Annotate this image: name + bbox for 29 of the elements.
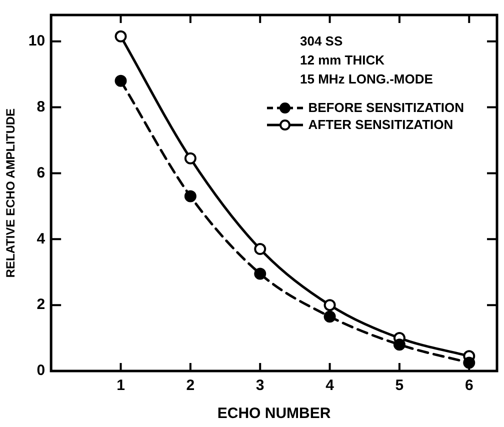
point [254,243,266,256]
legend-label: AFTER SENSITIZATION [308,117,454,132]
x-tick-label: 1 [116,377,125,394]
point [324,299,336,312]
annotation: 304 SS [300,34,343,49]
point [254,268,266,280]
point [184,190,196,202]
point [114,74,127,87]
point [324,310,336,323]
y-tick-label: 0 [36,362,46,380]
x-tick-label: 3 [256,377,264,394]
x-tick-label: 5 [395,377,404,394]
legend-label: BEFORE SENSITIZATION [308,100,464,115]
x-tick-label: 2 [186,377,195,394]
point [393,338,406,351]
y-tick-label: 4 [36,230,46,248]
point [114,30,127,42]
y-axis-title: RELATIVE ECHO AMPLITUDE [4,108,18,278]
y-tick-label: 10 [28,32,46,50]
x-axis-title: ECHO NUMBER [217,405,331,422]
point [463,356,476,369]
y-tick-label: 6 [36,164,46,182]
y-tick-label: 2 [36,296,46,314]
annotation: 15 MHz LONG.-MODE [300,72,434,87]
x-tick-label: 4 [326,377,335,394]
x-tick-label: 6 [464,377,474,394]
annotation: 12 mm THICK [300,52,386,68]
y-tick-label: 8 [36,98,46,116]
point [184,152,196,164]
